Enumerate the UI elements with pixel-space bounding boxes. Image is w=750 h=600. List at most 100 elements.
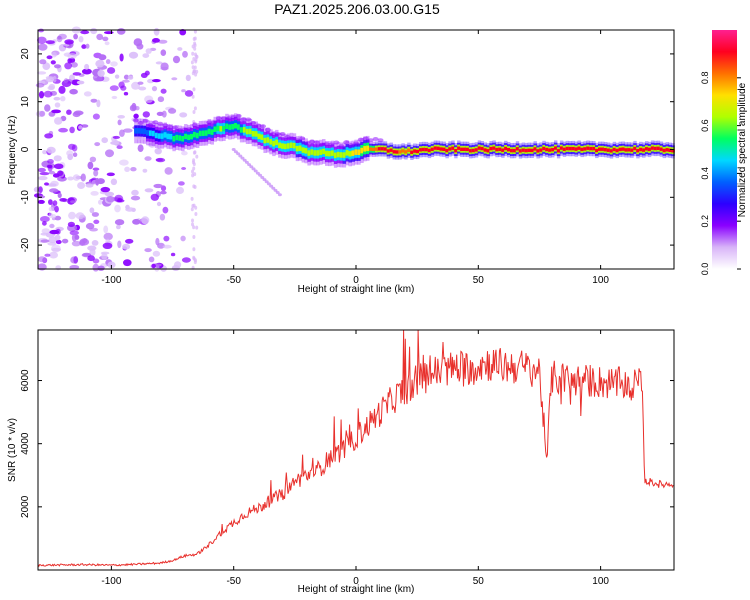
noise-blob	[42, 62, 51, 70]
noise-blob	[37, 199, 45, 204]
colorbar-tick-label: 0.4	[700, 167, 710, 180]
noise-blob	[193, 41, 197, 46]
ridge-cell	[398, 150, 402, 154]
noise-blob	[101, 137, 108, 144]
ridge-cell	[636, 149, 640, 153]
ridge-cell	[374, 147, 379, 151]
noise-blob	[170, 252, 176, 257]
noise-blob	[78, 125, 83, 130]
noise-blob	[192, 235, 196, 239]
ridge-cell	[369, 147, 373, 151]
noise-blob	[129, 104, 137, 112]
ridge-cell	[260, 134, 264, 140]
noise-blob	[53, 163, 64, 170]
ridge-cell	[483, 148, 487, 152]
noise-blob	[49, 223, 55, 229]
noise-blob	[100, 251, 110, 255]
ridge-cell	[175, 134, 179, 141]
noise-blob	[52, 173, 60, 178]
ridge-cell	[421, 147, 426, 152]
ridge-cell	[439, 147, 443, 151]
y-tick-label: 0	[20, 146, 31, 152]
noise-blob	[69, 88, 78, 95]
noise-blob	[107, 261, 116, 269]
ridge-halo	[191, 123, 198, 128]
noise-blob	[98, 199, 103, 205]
figure-title: PAZ1.2025.206.03.00.G15	[274, 1, 440, 17]
noise-blob	[107, 67, 116, 74]
ridge-halo	[362, 136, 369, 141]
noise-blob	[37, 263, 47, 271]
noise-blob	[103, 232, 113, 241]
ridge-cell	[163, 132, 167, 138]
noise-blob	[190, 207, 194, 212]
ridge-cell	[460, 147, 464, 151]
ridge-halo	[167, 124, 174, 129]
noise-blob	[69, 57, 76, 63]
noise-blob	[133, 113, 139, 119]
noise-blob	[136, 43, 144, 50]
ridge-cell	[157, 133, 162, 139]
noise-blob	[73, 256, 78, 264]
noise-blob	[181, 89, 186, 93]
ridge-halo	[269, 132, 276, 136]
ridge-halo	[304, 141, 311, 146]
noise-blob	[153, 27, 160, 36]
noise-blob	[181, 167, 187, 170]
ridge-cell	[515, 147, 520, 151]
ridge-cell	[612, 147, 617, 152]
noise-blob	[193, 65, 197, 70]
noise-blob	[144, 156, 152, 161]
noise-blob	[106, 196, 115, 203]
ridge-cell	[325, 150, 329, 157]
noise-blob	[192, 166, 196, 171]
ridge-cell	[580, 147, 584, 152]
noise-blob	[80, 30, 90, 35]
ridge-cell	[442, 147, 446, 151]
ridge-cell	[630, 148, 634, 152]
ridge-halo	[181, 127, 188, 132]
ridge-cell	[339, 152, 344, 158]
noise-blob	[91, 240, 99, 246]
noise-blob	[123, 128, 133, 133]
ridge-cell	[289, 142, 294, 148]
noise-blob	[114, 194, 124, 203]
ridge-halo	[372, 137, 379, 141]
noise-blob	[116, 145, 123, 150]
noise-blob	[190, 196, 194, 201]
noise-blob	[125, 238, 134, 244]
noise-blob	[61, 43, 70, 47]
noise-blob	[176, 186, 184, 194]
snr-series-line	[37, 329, 674, 568]
noise-blob	[93, 219, 100, 224]
noise-blob	[80, 173, 86, 182]
noise-blob	[40, 216, 50, 223]
noise-blob	[50, 180, 59, 187]
ridge-cell	[257, 133, 261, 140]
ridge-cell	[204, 130, 209, 136]
noise-blob	[49, 188, 59, 193]
ridge-cell	[565, 146, 570, 151]
ridge-cell	[659, 147, 664, 151]
ridge-cell	[219, 126, 223, 132]
noise-blob	[180, 235, 186, 242]
ridge-cell	[419, 148, 423, 152]
x-tick-label: -100	[101, 576, 121, 587]
noise-blob	[106, 172, 115, 177]
noise-blob	[172, 55, 181, 64]
ridge-cell	[201, 130, 206, 136]
ridge-cell	[430, 147, 435, 151]
colorbar-tick-label: 0.8	[700, 72, 710, 85]
noise-blob	[57, 192, 62, 198]
ridge-cell	[134, 128, 138, 134]
noise-blob	[64, 39, 74, 45]
ridge-cell	[536, 149, 540, 153]
noise-blob	[39, 59, 47, 65]
ridge-cell	[650, 146, 655, 150]
noise-blob	[55, 228, 61, 235]
noise-blob	[45, 40, 55, 44]
noise-blob	[194, 54, 198, 59]
noise-blob	[128, 51, 139, 59]
ridge-halo	[152, 120, 159, 125]
noise-blob	[54, 64, 61, 69]
